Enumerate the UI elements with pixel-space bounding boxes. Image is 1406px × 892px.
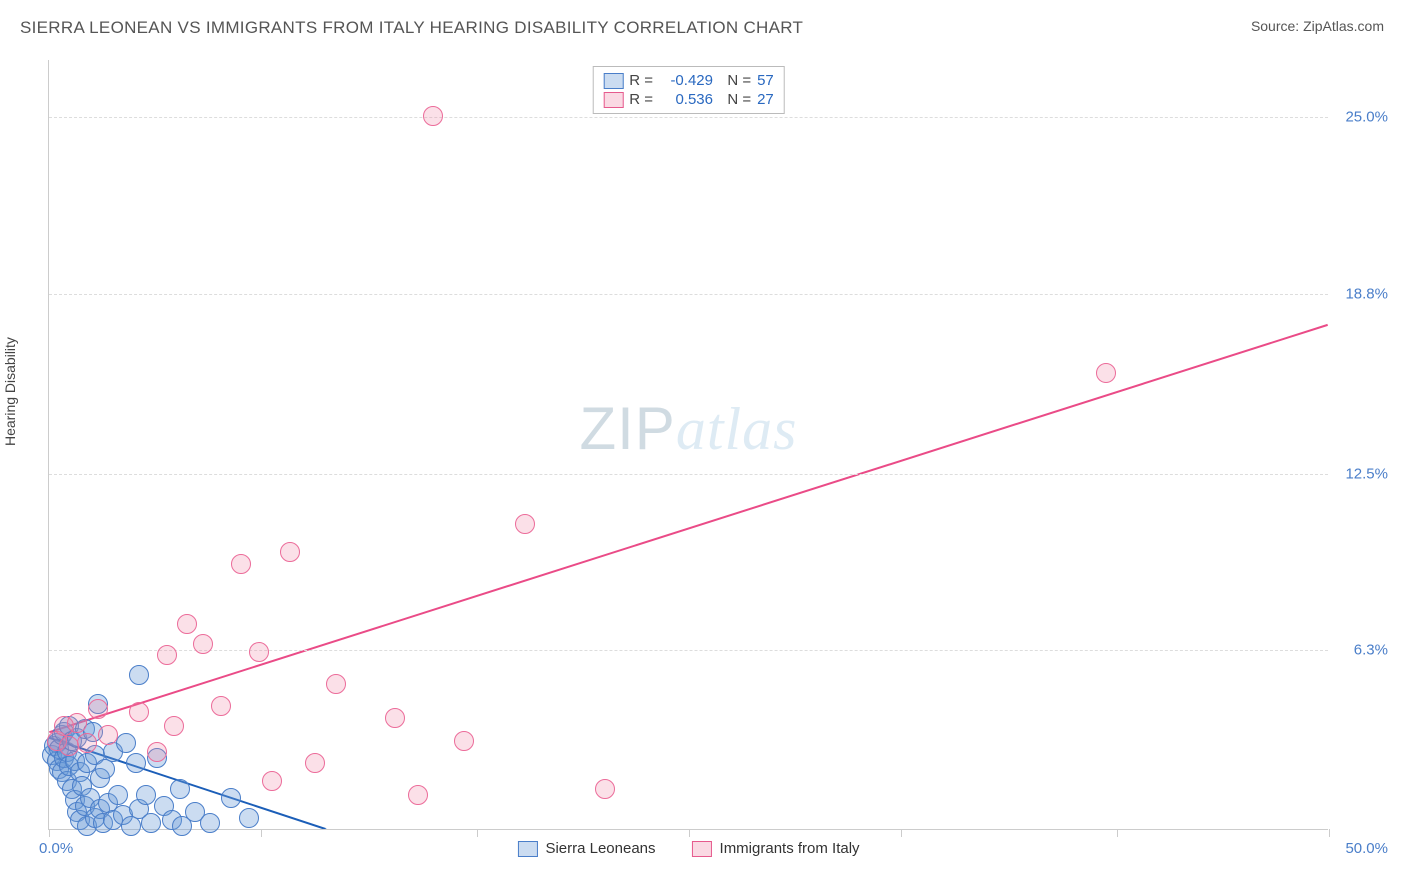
gridline — [49, 117, 1328, 118]
legend-label-pink: Immigrants from Italy — [720, 840, 860, 857]
x-tick — [49, 829, 50, 837]
stat-r-label: R = — [629, 91, 653, 108]
data-point — [262, 771, 282, 791]
data-point — [280, 542, 300, 562]
data-point — [170, 779, 190, 799]
y-tick-label: 12.5% — [1345, 465, 1388, 482]
data-point — [454, 731, 474, 751]
y-axis-label: Hearing Disability — [2, 337, 18, 446]
swatch-blue-icon — [517, 841, 537, 857]
stat-r-label: R = — [629, 72, 653, 89]
legend-label-blue: Sierra Leoneans — [545, 840, 655, 857]
stat-n-value-pink: 27 — [757, 91, 774, 108]
stat-n-label: N = — [719, 72, 751, 89]
data-point — [59, 736, 79, 756]
swatch-blue-icon — [603, 73, 623, 89]
data-point — [231, 554, 251, 574]
data-point — [211, 696, 231, 716]
gridline — [49, 650, 1328, 651]
data-point — [515, 514, 535, 534]
gridline — [49, 474, 1328, 475]
data-point — [305, 753, 325, 773]
data-point — [129, 702, 149, 722]
x-tick-label-min: 0.0% — [39, 840, 73, 857]
x-tick-label-max: 50.0% — [1345, 840, 1388, 857]
data-point — [221, 788, 241, 808]
x-tick — [901, 829, 902, 837]
data-point — [595, 779, 615, 799]
x-tick — [1117, 829, 1118, 837]
data-point — [116, 733, 136, 753]
data-point — [326, 674, 346, 694]
y-tick-label: 18.8% — [1345, 285, 1388, 302]
data-point — [200, 813, 220, 833]
data-point — [141, 813, 161, 833]
data-point — [88, 699, 108, 719]
x-tick — [689, 829, 690, 837]
data-point — [423, 106, 443, 126]
plot-area: ZIPatlas R = -0.429 N = 57 R = 0.536 N =… — [48, 60, 1328, 830]
watermark-zip: ZIP — [579, 395, 675, 462]
swatch-pink-icon — [603, 92, 623, 108]
data-point — [164, 716, 184, 736]
stat-r-value-blue: -0.429 — [659, 72, 713, 89]
data-point — [67, 713, 87, 733]
source-label: Source: ZipAtlas.com — [1251, 18, 1384, 34]
x-tick — [477, 829, 478, 837]
data-point — [108, 785, 128, 805]
data-point — [249, 642, 269, 662]
data-point — [121, 816, 141, 836]
y-tick-label: 25.0% — [1345, 109, 1388, 126]
legend-item-blue: Sierra Leoneans — [517, 840, 655, 857]
data-point — [129, 665, 149, 685]
stat-n-label: N = — [719, 91, 751, 108]
data-point — [177, 614, 197, 634]
data-point — [385, 708, 405, 728]
x-tick — [261, 829, 262, 837]
data-point — [77, 733, 97, 753]
swatch-pink-icon — [692, 841, 712, 857]
data-point — [1096, 363, 1116, 383]
x-tick — [1329, 829, 1330, 837]
data-point — [95, 759, 115, 779]
stats-box: R = -0.429 N = 57 R = 0.536 N = 27 — [592, 66, 785, 114]
stats-row-blue: R = -0.429 N = 57 — [603, 71, 774, 90]
legend: Sierra Leoneans Immigrants from Italy — [517, 840, 859, 857]
data-point — [147, 742, 167, 762]
watermark-atlas: atlas — [676, 396, 798, 462]
data-point — [126, 753, 146, 773]
data-point — [239, 808, 259, 828]
data-point — [408, 785, 428, 805]
chart-title: SIERRA LEONEAN VS IMMIGRANTS FROM ITALY … — [20, 18, 803, 38]
stat-n-value-blue: 57 — [757, 72, 774, 89]
y-tick-label: 6.3% — [1354, 642, 1388, 659]
data-point — [136, 785, 156, 805]
trend-lines-svg — [49, 60, 1328, 829]
stats-row-pink: R = 0.536 N = 27 — [603, 90, 774, 109]
watermark: ZIPatlas — [579, 394, 797, 464]
data-point — [193, 634, 213, 654]
gridline — [49, 294, 1328, 295]
legend-item-pink: Immigrants from Italy — [692, 840, 860, 857]
data-point — [98, 725, 118, 745]
stat-r-value-pink: 0.536 — [659, 91, 713, 108]
data-point — [157, 645, 177, 665]
